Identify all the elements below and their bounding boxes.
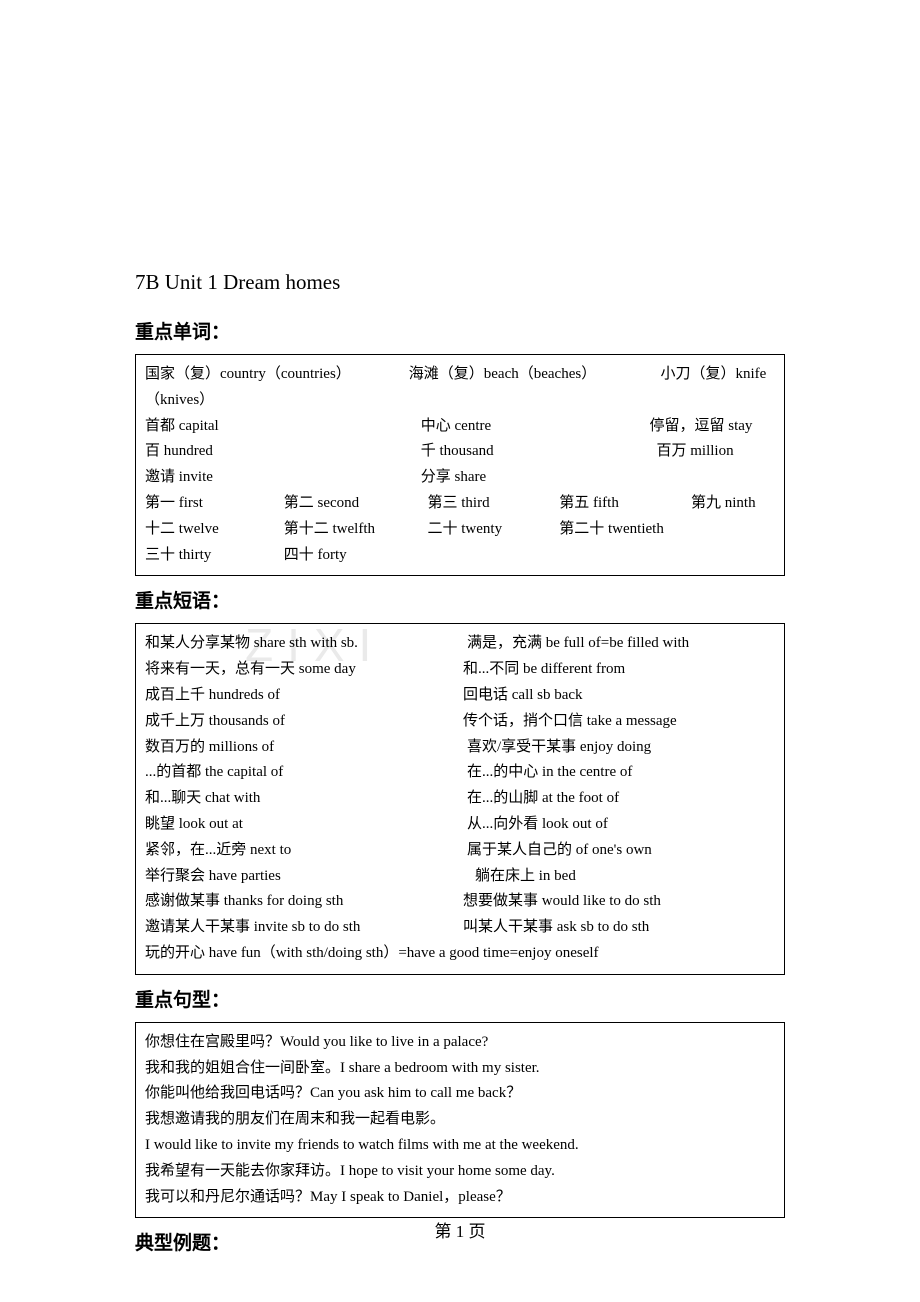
- phrases-box: 和某人分享某物 share sth with sb.满是，充满 be full …: [135, 623, 785, 974]
- phrase-cell: 举行聚会 have parties: [145, 864, 475, 890]
- word-cell: 四十 forty: [284, 543, 347, 569]
- word-cell: 百 hundred: [145, 439, 417, 465]
- word-cell: 小刀（复）knife: [661, 362, 767, 388]
- phrase-cell: 成百上千 hundreds of: [145, 683, 463, 709]
- phrase-cell: 邀请某人干某事 invite sb to do sth: [145, 915, 463, 941]
- phrase-cell: 和某人分享某物 share sth with sb.: [145, 631, 467, 657]
- phrase-cell: ...的首都 the capital of: [145, 760, 467, 786]
- word-cell: 首都 capital: [145, 414, 417, 440]
- word-cell: 第二十 twentieth: [559, 517, 664, 543]
- phrase-cell: 在...的中心 in the centre of: [467, 760, 632, 786]
- heading-examples: 典型例题：: [135, 1228, 785, 1255]
- sentence-line: 我想邀请我的朋友们在周末和我一起看电影。: [145, 1107, 775, 1133]
- sentence-line: 我和我的姐姐合住一间卧室。I share a bedroom with my s…: [145, 1056, 775, 1082]
- phrase-cell: 属于某人自己的 of one's own: [467, 838, 652, 864]
- phrase-cell: 回电话 call sb back: [463, 683, 583, 709]
- sentence-line: I would like to invite my friends to wat…: [145, 1133, 775, 1159]
- sentence-line: 你能叫他给我回电话吗？Can you ask him to call me ba…: [145, 1081, 775, 1107]
- word-cell: 第五 fifth: [559, 491, 687, 517]
- word-cell: 国家（复）country（countries）: [145, 362, 405, 388]
- phrase-cell: 和...聊天 chat with: [145, 786, 467, 812]
- word-cell: 停留，逗留 stay: [650, 414, 753, 440]
- word-cell: 第九 ninth: [691, 491, 756, 517]
- sentence-line: 我可以和丹尼尔通话吗？May I speak to Daniel，please？: [145, 1185, 775, 1211]
- heading-sentences: 重点句型：: [135, 985, 785, 1012]
- phrase-cell: 传个话，捎个口信 take a message: [463, 709, 677, 735]
- word-cell: 第三 third: [428, 491, 556, 517]
- unit-title: 7B Unit 1 Dream homes: [135, 270, 785, 295]
- phrase-cell: 想要做某事 would like to do sth: [463, 889, 661, 915]
- phrase-cell: 躺在床上 in bed: [475, 864, 576, 890]
- word-cell: 分享 share: [421, 465, 486, 491]
- word-cell: 千 thousand: [421, 439, 653, 465]
- sentence-line: 你想住在宫殿里吗？Would you like to live in a pal…: [145, 1030, 775, 1056]
- word-cell: 邀请 invite: [145, 465, 417, 491]
- word-cell: 海滩（复）beach（beaches）: [409, 362, 657, 388]
- phrase-cell: 喜欢/享受干某事 enjoy doing: [467, 735, 651, 761]
- word-cell: （knives）: [145, 388, 214, 414]
- heading-phrases: 重点短语：: [135, 586, 785, 613]
- word-cell: 第二 second: [284, 491, 424, 517]
- phrase-cell: 和...不同 be different from: [463, 657, 625, 683]
- word-cell: 三十 thirty: [145, 543, 280, 569]
- words-box: 国家（复）country（countries） 海滩（复）beach（beach…: [135, 354, 785, 576]
- phrase-cell: 玩的开心 have fun（with sth/doing sth）=have a…: [145, 941, 599, 967]
- phrase-cell: 眺望 look out at: [145, 812, 467, 838]
- sentence-line: 我希望有一天能去你家拜访。I hope to visit your home s…: [145, 1159, 775, 1185]
- phrase-cell: 成千上万 thousands of: [145, 709, 463, 735]
- word-cell: 第十二 twelfth: [284, 517, 424, 543]
- phrase-cell: 叫某人干某事 ask sb to do sth: [463, 915, 649, 941]
- phrase-cell: 从...向外看 look out of: [467, 812, 608, 838]
- phrase-cell: 数百万的 millions of: [145, 735, 467, 761]
- phrase-cell: 将来有一天，总有一天 some day: [145, 657, 463, 683]
- sentences-box: 你想住在宫殿里吗？Would you like to live in a pal…: [135, 1022, 785, 1219]
- phrase-cell: 感谢做某事 thanks for doing sth: [145, 889, 463, 915]
- word-cell: 二十 twenty: [428, 517, 556, 543]
- heading-words: 重点单词：: [135, 317, 785, 344]
- word-cell: 百万 million: [657, 439, 734, 465]
- phrase-cell: 满是，充满 be full of=be filled with: [467, 631, 689, 657]
- word-cell: 第一 first: [145, 491, 280, 517]
- phrase-cell: 在...的山脚 at the foot of: [467, 786, 619, 812]
- phrase-cell: 紧邻，在...近旁 next to: [145, 838, 467, 864]
- word-cell: 十二 twelve: [145, 517, 280, 543]
- word-cell: 中心 centre: [421, 414, 646, 440]
